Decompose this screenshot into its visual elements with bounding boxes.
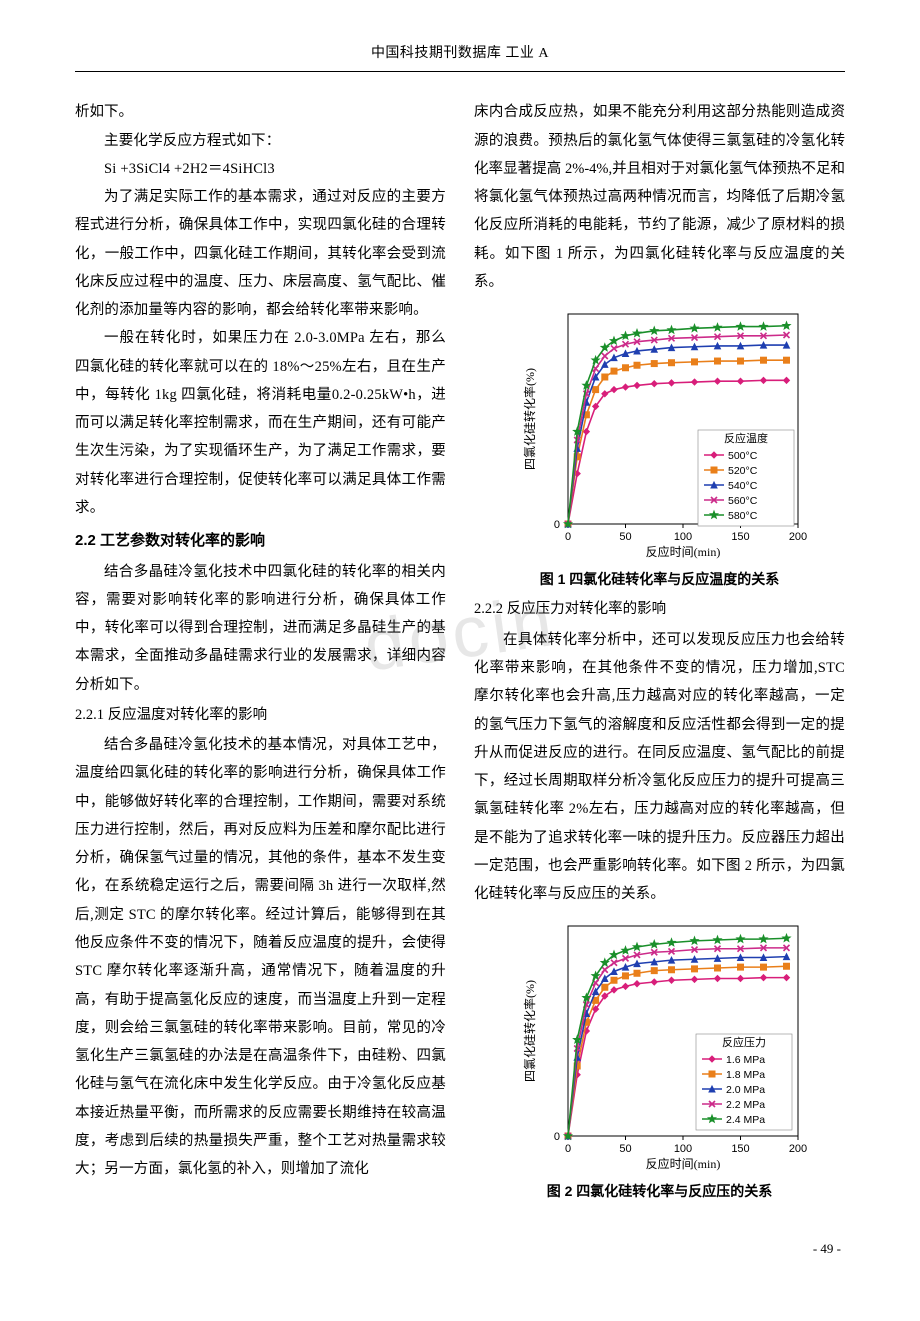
body-text: 在具体转化率分析中，还可以发现反应压力也会给转化率带来影响，在其他条件不变的情况… bbox=[474, 626, 845, 909]
svg-text:540°C: 540°C bbox=[728, 480, 758, 492]
svg-text:520°C: 520°C bbox=[728, 465, 758, 477]
svg-text:四氯化硅转化率(%): 四氯化硅转化率(%) bbox=[522, 980, 537, 1082]
svg-text:580°C: 580°C bbox=[728, 510, 758, 522]
left-column: 析如下。 主要化学反应方程式如下： Si +3SiCl4 +2H2＝4SiHCl… bbox=[75, 98, 446, 1207]
svg-text:反应温度: 反应温度 bbox=[724, 431, 768, 445]
body-text: 主要化学反应方程式如下： bbox=[75, 127, 446, 155]
svg-text:四氯化硅转化率(%): 四氯化硅转化率(%) bbox=[522, 368, 537, 470]
svg-text:200: 200 bbox=[788, 1143, 806, 1155]
svg-text:560°C: 560°C bbox=[728, 495, 758, 507]
body-text: 结合多晶硅冷氢化技术的基本情况，对具体工艺中，温度给四氯化硅的转化率的影响进行分… bbox=[75, 731, 446, 1183]
chart-2-svg: 0 50 100 150 200 0 反应时间(min) 四氯化硅转化率(%) 反应压力 1.6 … bbox=[510, 914, 810, 1174]
svg-text:2.0 MPa: 2.0 MPa bbox=[726, 1084, 765, 1096]
svg-text:150: 150 bbox=[731, 531, 749, 543]
section-heading-2-2-1: 2.2.1 反应温度对转化率的影响 bbox=[75, 701, 446, 729]
svg-text:500°C: 500°C bbox=[728, 450, 758, 462]
body-text: Si +3SiCl4 +2H2＝4SiHCl3 bbox=[75, 155, 446, 183]
svg-text:0: 0 bbox=[553, 519, 559, 531]
svg-text:1.6 MPa: 1.6 MPa bbox=[726, 1054, 765, 1066]
body-text: 析如下。 bbox=[75, 98, 446, 126]
svg-text:200: 200 bbox=[788, 531, 806, 543]
svg-text:反应时间(min): 反应时间(min) bbox=[645, 1156, 720, 1171]
svg-text:1.8 MPa: 1.8 MPa bbox=[726, 1069, 765, 1081]
figure-1-caption: 图 1 四氯化硅转化率与反应温度的关系 bbox=[474, 566, 845, 593]
svg-text:100: 100 bbox=[673, 1143, 691, 1155]
body-text: 为了满足实际工作的基本需求，通过对反应的主要方程式进行分析，确保具体工作中，实现… bbox=[75, 183, 446, 324]
journal-header: 中国科技期刊数据库 工业 A bbox=[75, 40, 845, 72]
body-text: 床内合成反应热，如果不能充分利用这部分热能则造成资源的浪费。预热后的氯化氢气体使… bbox=[474, 98, 845, 296]
two-column-layout: 析如下。 主要化学反应方程式如下： Si +3SiCl4 +2H2＝4SiHCl… bbox=[75, 98, 845, 1207]
svg-text:反应压力: 反应压力 bbox=[722, 1035, 766, 1049]
section-heading-2-2: 2.2 工艺参数对转化率的影响 bbox=[75, 526, 446, 555]
body-text: 一般在转化时，如果压力在 2.0-3.0MPa 左右，那么四氯化硅的转化率就可以… bbox=[75, 324, 446, 522]
svg-text:50: 50 bbox=[619, 531, 631, 543]
chart-1-svg: 0 50 100 150 200 0 反应时间(min) 四氯化硅转化率(%) 反应温度 500°… bbox=[510, 302, 810, 562]
svg-text:0: 0 bbox=[564, 531, 570, 543]
svg-text:150: 150 bbox=[731, 1143, 749, 1155]
right-column: 床内合成反应热，如果不能充分利用这部分热能则造成资源的浪费。预热后的氯化氢气体使… bbox=[474, 98, 845, 1207]
svg-text:2.4 MPa: 2.4 MPa bbox=[726, 1114, 765, 1126]
svg-text:0: 0 bbox=[564, 1143, 570, 1155]
svg-text:反应时间(min): 反应时间(min) bbox=[645, 544, 720, 559]
svg-text:0: 0 bbox=[553, 1131, 559, 1143]
body-text: 结合多晶硅冷氢化技术中四氯化硅的转化率的相关内容，需要对影响转化率的影响进行分析… bbox=[75, 558, 446, 699]
figure-1: 0 50 100 150 200 0 反应时间(min) 四氯化硅转化率(%) 反应温度 500°… bbox=[474, 302, 845, 562]
svg-text:50: 50 bbox=[619, 1143, 631, 1155]
section-heading-2-2-2: 2.2.2 反应压力对转化率的影响 bbox=[474, 595, 845, 623]
svg-text:2.2 MPa: 2.2 MPa bbox=[726, 1099, 765, 1111]
figure-2: 0 50 100 150 200 0 反应时间(min) 四氯化硅转化率(%) 反应压力 1.6 … bbox=[474, 914, 845, 1174]
page-number: - 49 - bbox=[75, 1236, 845, 1261]
svg-text:100: 100 bbox=[673, 531, 691, 543]
figure-2-caption: 图 2 四氯化硅转化率与反应压的关系 bbox=[474, 1178, 845, 1205]
